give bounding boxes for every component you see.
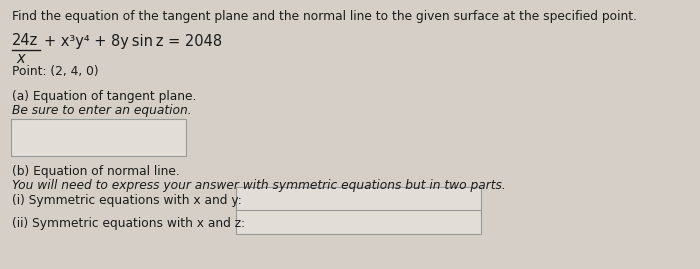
Text: 24z: 24z — [12, 33, 38, 48]
FancyBboxPatch shape — [236, 210, 481, 234]
Text: x: x — [16, 51, 25, 66]
Text: (b) Equation of normal line.: (b) Equation of normal line. — [12, 165, 180, 178]
Text: + x³y⁴ + 8y sin z = 2048: + x³y⁴ + 8y sin z = 2048 — [44, 34, 222, 49]
FancyBboxPatch shape — [11, 119, 186, 156]
Text: You will need to express your answer with symmetric equations but in two parts.: You will need to express your answer wit… — [12, 179, 505, 192]
Text: (i) Symmetric equations with x and y:: (i) Symmetric equations with x and y: — [12, 194, 241, 207]
Text: (a) Equation of tangent plane.: (a) Equation of tangent plane. — [12, 90, 197, 103]
Text: Be sure to enter an equation.: Be sure to enter an equation. — [12, 104, 192, 117]
FancyBboxPatch shape — [236, 187, 481, 211]
Text: Find the equation of the tangent plane and the normal line to the given surface : Find the equation of the tangent plane a… — [12, 10, 637, 23]
Text: Point: (2, 4, 0): Point: (2, 4, 0) — [12, 65, 99, 78]
Text: (ii) Symmetric equations with x and z:: (ii) Symmetric equations with x and z: — [12, 217, 245, 230]
